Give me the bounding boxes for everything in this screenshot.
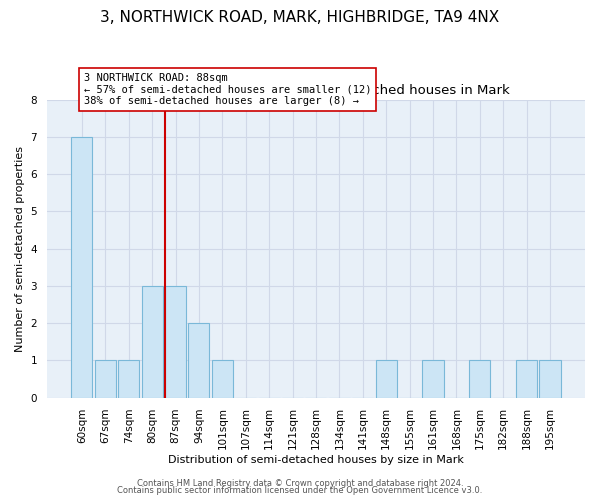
Bar (212, 360, 233, 398)
Bar (469, 360, 490, 398)
Text: 3, NORTHWICK ROAD, MARK, HIGHBRIDGE, TA9 4NX: 3, NORTHWICK ROAD, MARK, HIGHBRIDGE, TA9… (100, 10, 500, 25)
Title: Size of property relative to semi-detached houses in Mark: Size of property relative to semi-detach… (122, 84, 509, 97)
Text: Contains HM Land Registry data © Crown copyright and database right 2024.: Contains HM Land Registry data © Crown c… (137, 478, 463, 488)
Bar (516, 360, 537, 398)
Bar (71, 137, 92, 398)
Bar (539, 360, 560, 398)
Bar (422, 360, 443, 398)
Bar (118, 360, 139, 398)
Bar (95, 360, 116, 398)
Bar (188, 323, 209, 398)
Bar (165, 286, 186, 398)
Text: 3 NORTHWICK ROAD: 88sqm
← 57% of semi-detached houses are smaller (12)
38% of se: 3 NORTHWICK ROAD: 88sqm ← 57% of semi-de… (84, 73, 371, 106)
Y-axis label: Number of semi-detached properties: Number of semi-detached properties (15, 146, 25, 352)
Bar (142, 286, 163, 398)
Text: Contains public sector information licensed under the Open Government Licence v3: Contains public sector information licen… (118, 486, 482, 495)
Bar (376, 360, 397, 398)
X-axis label: Distribution of semi-detached houses by size in Mark: Distribution of semi-detached houses by … (168, 455, 464, 465)
